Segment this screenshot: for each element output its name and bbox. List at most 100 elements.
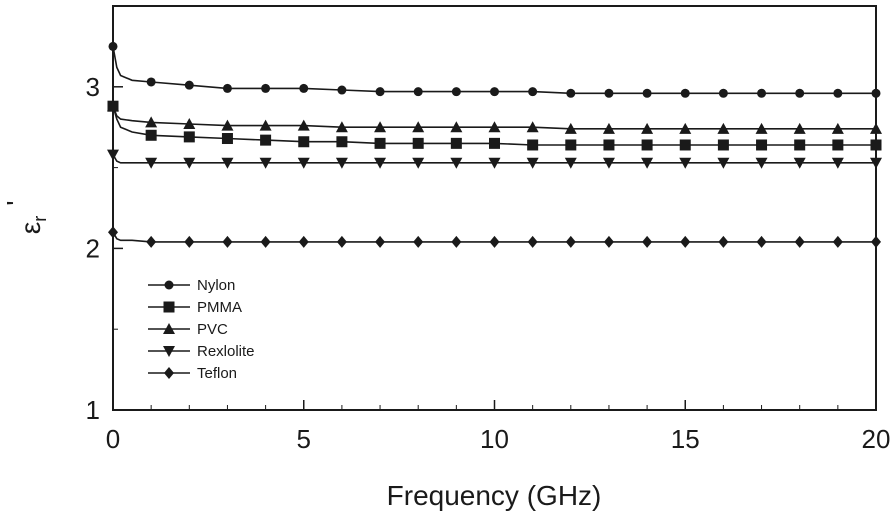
- legend-entry-nylon: Nylon: [148, 277, 235, 294]
- data-point-nylon: [642, 88, 652, 98]
- legend-entry-teflon: Teflon: [148, 365, 237, 382]
- data-point-rexlolite: [145, 157, 158, 169]
- data-point-nylon: [757, 88, 767, 98]
- data-point-pvc: [450, 121, 463, 133]
- data-point-pvc: [641, 122, 654, 134]
- data-point-teflon: [832, 235, 843, 248]
- data-point-teflon: [756, 235, 767, 248]
- data-point-legend-teflon: [164, 367, 174, 379]
- x-tick-label: 10: [480, 424, 509, 454]
- data-point-pvc: [717, 122, 730, 134]
- data-point-teflon: [794, 235, 805, 248]
- data-point-nylon: [451, 87, 461, 97]
- data-point-teflon: [680, 235, 691, 248]
- data-point-pmma: [603, 139, 615, 151]
- legend-label: PVC: [197, 321, 228, 338]
- data-point-rexlolite: [793, 157, 806, 169]
- legend-entry-pvc: PVC: [148, 321, 228, 338]
- legend-entry-rexlolite: Rexlolite: [148, 343, 255, 360]
- data-point-teflon: [336, 235, 347, 248]
- data-point-pmma: [412, 137, 424, 149]
- data-point-nylon: [871, 88, 881, 98]
- data-point-pmma: [450, 137, 462, 149]
- data-point-pvc: [183, 117, 196, 129]
- y-axis-title-prime: ': [1, 200, 32, 205]
- data-point-rexlolite: [297, 157, 310, 169]
- y-tick-label: 1: [86, 395, 100, 425]
- data-point-nylon: [680, 88, 690, 98]
- data-point-pmma: [374, 137, 386, 149]
- data-point-pmma: [183, 131, 195, 143]
- data-point-rexlolite: [831, 157, 844, 169]
- data-point-rexlolite: [488, 157, 501, 169]
- data-point-pvc: [374, 121, 387, 133]
- data-point-nylon: [795, 88, 805, 98]
- data-point-teflon: [108, 226, 118, 239]
- data-point-pmma: [489, 137, 500, 149]
- data-point-pmma: [717, 139, 729, 151]
- data-point-pvc: [107, 100, 119, 112]
- data-point-legend-rexlolite: [163, 346, 175, 357]
- data-point-nylon: [299, 83, 309, 93]
- data-point-pvc: [831, 122, 844, 134]
- y-axis: 1 2 3: [86, 72, 123, 425]
- data-point-pvc: [221, 119, 234, 131]
- data-point-rexlolite: [221, 157, 234, 169]
- data-point-pvc: [488, 121, 501, 133]
- data-point-teflon: [260, 235, 271, 248]
- data-point-teflon: [718, 235, 729, 248]
- data-point-rexlolite: [602, 157, 615, 169]
- x-axis-title: Frequency (GHz): [387, 480, 602, 511]
- data-point-pvc: [335, 121, 348, 133]
- data-point-pmma: [260, 134, 272, 146]
- data-point-pmma: [794, 139, 806, 151]
- data-point-nylon: [566, 88, 576, 98]
- series-nylon: [108, 41, 881, 98]
- data-point-teflon: [146, 235, 157, 248]
- data-point-teflon: [565, 235, 576, 248]
- data-point-teflon: [871, 235, 881, 248]
- series-teflon: [108, 226, 881, 248]
- legend-label: PMMA: [197, 299, 242, 316]
- x-axis: 0 5 10 15 20: [106, 400, 890, 454]
- data-point-rexlolite: [870, 157, 882, 169]
- data-point-legend-pvc: [163, 323, 175, 334]
- data-point-rexlolite: [335, 157, 348, 169]
- data-point-rexlolite: [450, 157, 463, 169]
- data-point-pmma: [641, 139, 653, 151]
- data-point-pmma: [679, 139, 691, 151]
- data-point-pmma: [336, 136, 348, 148]
- data-point-rexlolite: [374, 157, 387, 169]
- data-point-pvc: [297, 119, 310, 131]
- data-point-teflon: [451, 235, 462, 248]
- data-point-pvc: [679, 122, 692, 134]
- data-point-nylon: [146, 77, 156, 87]
- data-point-rexlolite: [755, 157, 768, 169]
- legend-entry-pmma: PMMA: [148, 299, 242, 316]
- data-point-nylon: [375, 87, 385, 97]
- data-point-nylon: [337, 85, 347, 95]
- data-point-rexlolite: [107, 149, 119, 161]
- data-point-teflon: [642, 235, 653, 248]
- data-point-pvc: [259, 119, 272, 131]
- data-point-pmma: [832, 139, 844, 151]
- svg-text:εr: εr: [15, 216, 50, 234]
- data-point-teflon: [413, 235, 424, 248]
- data-point-teflon: [375, 235, 386, 248]
- data-point-rexlolite: [412, 157, 425, 169]
- data-point-pmma: [527, 139, 539, 151]
- data-point-teflon: [222, 235, 233, 248]
- x-tick-label: 15: [671, 424, 700, 454]
- data-point-nylon: [108, 41, 118, 51]
- data-point-rexlolite: [717, 157, 730, 169]
- data-point-pmma: [756, 139, 768, 151]
- data-point-nylon: [490, 87, 499, 97]
- legend: Nylon PMMA PVC Rexlolite Teflon: [148, 277, 255, 382]
- data-point-rexlolite: [259, 157, 272, 169]
- data-point-nylon: [528, 87, 538, 97]
- y-axis-title-sub: r: [30, 216, 50, 222]
- data-point-teflon: [489, 235, 500, 248]
- data-point-pvc: [870, 122, 882, 134]
- series-group: [107, 41, 882, 248]
- y-axis-title-main: ε: [15, 222, 46, 234]
